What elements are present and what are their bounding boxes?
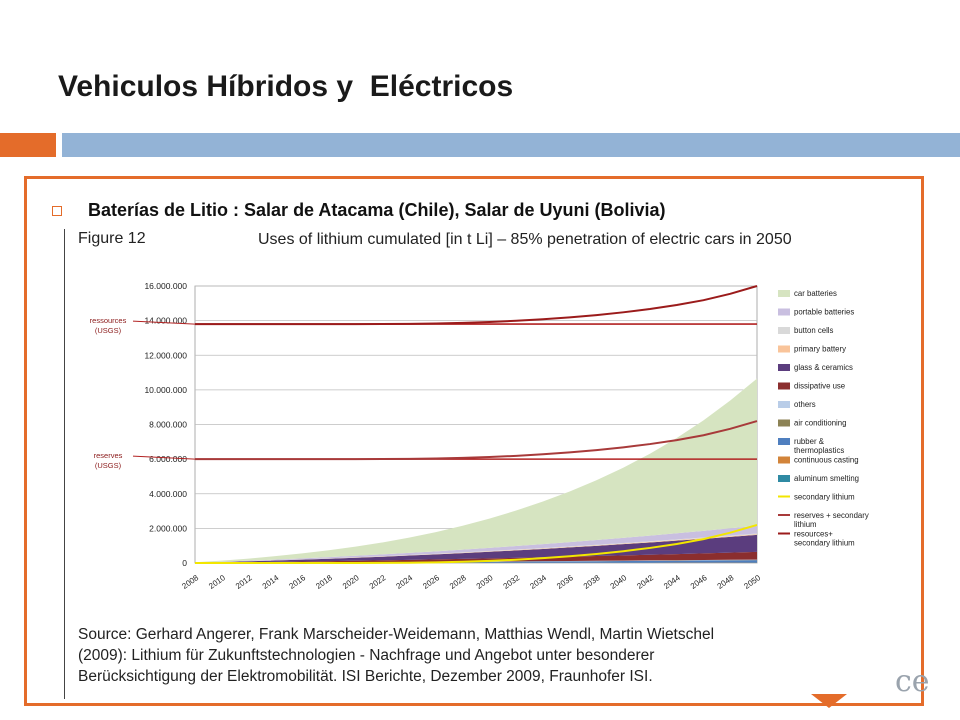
legend-label: secondary lithium — [794, 493, 855, 502]
series-line-reserves-secondary-lithium — [195, 420, 758, 461]
reference-line-label: (USGS) — [95, 326, 122, 335]
x-tick-label: 2026 — [421, 573, 441, 591]
slide-title: Vehiculos Híbridos y Eléctricos — [58, 70, 514, 103]
reference-leader — [132, 455, 196, 460]
x-tick-label: 2032 — [502, 573, 522, 591]
figure-source: Source: Gerhard Angerer, Frank Marscheid… — [78, 624, 878, 687]
y-tick-label: 12.000.000 — [144, 350, 187, 360]
figure-label: Figure 12 — [78, 230, 146, 247]
legend-label: dissipative use — [794, 382, 845, 391]
x-tick-label: 2030 — [475, 573, 495, 591]
x-tick-label: 2022 — [368, 573, 388, 591]
y-tick-label: 8.000.000 — [149, 420, 187, 430]
legend-swatch — [778, 438, 790, 445]
x-tick-label: 2008 — [180, 573, 200, 591]
legend-swatch — [778, 290, 790, 297]
y-tick-label: 14.000.000 — [144, 316, 187, 326]
y-tick-label: 16.000.000 — [144, 281, 187, 291]
title-accent-orange-bar — [0, 133, 56, 157]
content-frame — [24, 176, 924, 706]
reference-line-label: reserves — [94, 451, 123, 460]
y-tick-label: 6.000.000 — [149, 454, 187, 464]
legend-swatch — [778, 382, 790, 390]
source-line: (2009): Lithium für Zukunftstechnologien… — [78, 647, 655, 664]
source-line: Source: Gerhard Angerer, Frank Marscheid… — [78, 626, 715, 643]
area-dissipative-use — [195, 551, 757, 563]
legend-label: rubber & — [794, 437, 825, 446]
x-tick-label: 2040 — [609, 573, 629, 591]
legend-label: resources+ — [794, 530, 833, 539]
legend-label: portable batteries — [794, 308, 854, 317]
legend-swatch — [778, 327, 790, 334]
x-tick-label: 2016 — [287, 573, 307, 591]
title-accent-blue-bar — [62, 133, 960, 157]
x-tick-label: 2020 — [341, 573, 361, 591]
reference-line-label: ressources — [90, 316, 127, 325]
x-tick-label: 2028 — [448, 573, 468, 591]
source-line: Berücksichtigung der Elektromobilität. I… — [78, 668, 653, 685]
legend-swatch — [778, 345, 790, 353]
x-tick-label: 2034 — [528, 573, 548, 591]
legend-swatch — [778, 401, 790, 408]
x-tick-label: 2036 — [555, 573, 575, 591]
x-tick-label: 2046 — [689, 573, 709, 591]
y-tick-label: 0 — [182, 558, 187, 568]
legend-label: primary battery — [794, 345, 846, 354]
legend-label: lithium — [794, 520, 817, 529]
legend-label: air conditioning — [794, 419, 846, 428]
legend-label: thermoplastics — [794, 446, 844, 455]
legend-label: secondary lithium — [794, 539, 855, 548]
legend-swatch — [778, 419, 790, 427]
legend-label: reserves + secondary — [794, 511, 869, 520]
y-tick-label: 10.000.000 — [144, 385, 187, 395]
legend-swatch — [778, 364, 790, 371]
bullet-square-icon — [52, 205, 62, 216]
y-tick-label: 2.000.000 — [149, 523, 187, 533]
x-tick-label: 2024 — [395, 573, 415, 591]
legend-label: aluminum smelting — [794, 474, 859, 483]
bullet-text: Baterías de Litio : Salar de Atacama (Ch… — [88, 200, 666, 220]
legend-label: car batteries — [794, 289, 837, 298]
bullet-item: Baterías de Litio : Salar de Atacama (Ch… — [52, 200, 666, 221]
legend-label: glass & ceramics — [794, 363, 853, 372]
x-tick-label: 2012 — [234, 573, 254, 591]
reference-line-label: (USGS) — [95, 461, 122, 470]
x-tick-label: 2010 — [207, 573, 227, 591]
x-tick-label: 2038 — [582, 573, 602, 591]
x-tick-label: 2044 — [662, 573, 682, 591]
series-line-secondary-lithium — [195, 523, 758, 564]
area-car-batteries — [195, 378, 757, 563]
legend-label: continuous casting — [794, 456, 859, 465]
x-tick-label: 2018 — [314, 573, 334, 591]
reference-leader — [132, 320, 196, 325]
area-rubber-thermoplastics — [195, 560, 757, 563]
y-tick-label: 4.000.000 — [149, 489, 187, 499]
legend-label: button cells — [794, 326, 834, 335]
legend-swatch — [778, 308, 790, 316]
legend-swatch — [778, 456, 790, 464]
x-tick-label: 2042 — [635, 573, 655, 591]
x-tick-label: 2014 — [261, 573, 281, 591]
down-triangle-icon — [811, 694, 847, 708]
figure-title: Uses of lithium cumulated [in t Li] – 85… — [258, 231, 792, 248]
series-line-resources-secondary-lithium — [195, 285, 758, 326]
x-tick-label: 2048 — [716, 573, 736, 591]
figure-left-rule — [64, 229, 65, 699]
legend-label: others — [794, 400, 816, 409]
x-tick-label: 2050 — [742, 573, 762, 591]
legend-swatch — [778, 475, 790, 482]
logo-fragment: ce — [895, 664, 930, 699]
